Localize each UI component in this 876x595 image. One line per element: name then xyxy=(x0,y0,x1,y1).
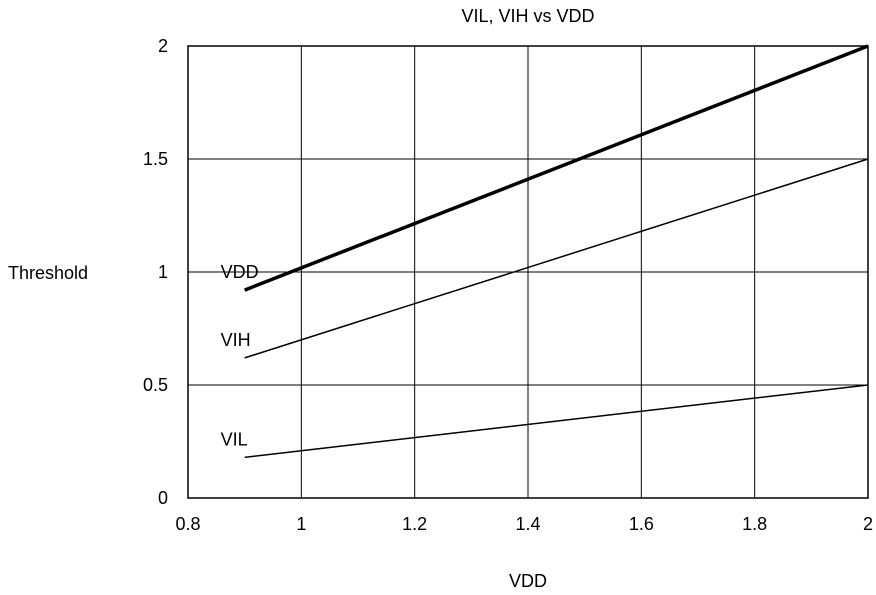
chart-title: VIL, VIH vs VDD xyxy=(461,6,594,26)
series-line-vih xyxy=(244,158,869,359)
grid xyxy=(188,46,868,498)
series-line-vdd xyxy=(244,44,869,292)
plot-frame xyxy=(187,45,869,499)
series-group: VDD VIH VIL xyxy=(221,44,869,459)
x-tick-label: 2 xyxy=(863,514,873,534)
x-tick-label: 0.8 xyxy=(175,514,200,534)
x-tick-label: 1.2 xyxy=(402,514,427,534)
y-tick-label: 0 xyxy=(158,488,168,508)
series-label-vdd: VDD xyxy=(221,262,259,282)
y-tick-label: 2 xyxy=(158,36,168,56)
x-tick-label: 1 xyxy=(296,514,306,534)
y-tick-label: 0.5 xyxy=(143,375,168,395)
x-axis-label: VDD xyxy=(509,571,547,591)
y-axis-label: Threshold xyxy=(8,263,88,283)
series-label-vih: VIH xyxy=(221,330,251,350)
y-tick-label: 1 xyxy=(158,262,168,282)
y-tick-label: 1.5 xyxy=(143,149,168,169)
x-tick-label: 1.8 xyxy=(742,514,767,534)
y-tick-labels: 0 0.5 1 1.5 2 xyxy=(143,36,168,508)
x-tick-labels: 0.8 1 1.2 1.4 1.6 1.8 2 xyxy=(175,514,873,534)
series-line-vil xyxy=(244,384,869,459)
x-tick-label: 1.4 xyxy=(515,514,540,534)
x-tick-label: 1.6 xyxy=(629,514,654,534)
series-label-vil: VIL xyxy=(221,429,248,449)
